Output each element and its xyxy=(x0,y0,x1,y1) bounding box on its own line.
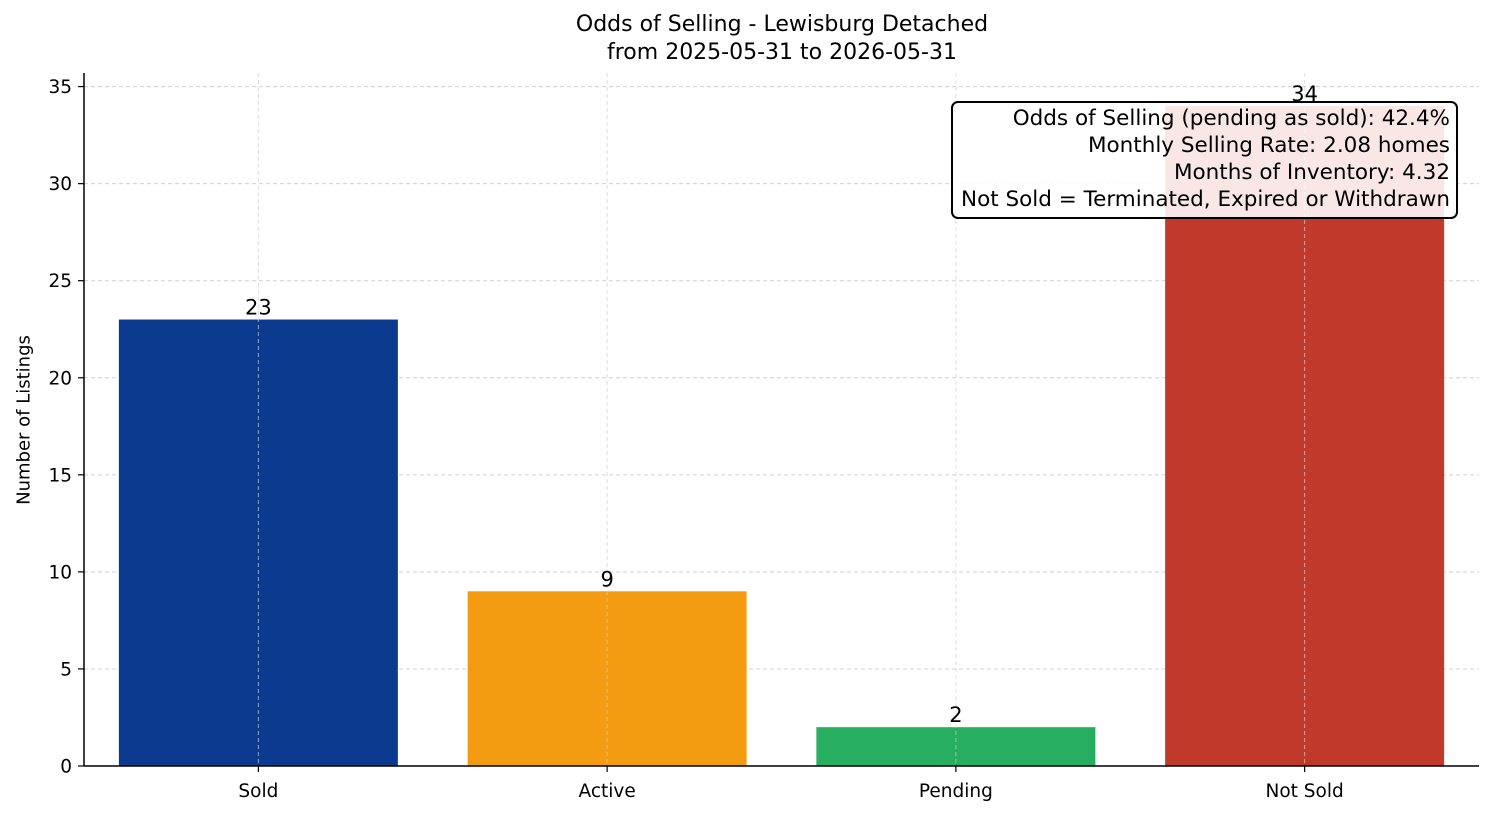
annotation-odds-of-selling: Odds of Selling (pending as sold): 42.4% xyxy=(1012,106,1450,131)
chart-title: Odds of Selling - Lewisburg Detached fro… xyxy=(0,11,1494,67)
stats-annotation-box: Odds of Selling (pending as sold): 42.4%… xyxy=(951,101,1458,219)
x-tick-label: Pending xyxy=(919,781,993,802)
bar-value-label: 2 xyxy=(949,703,962,727)
x-tick-label: Sold xyxy=(238,781,278,802)
x-tick-label: Not Sold xyxy=(1266,781,1344,802)
y-tick-label: 10 xyxy=(48,562,72,583)
y-tick-label: 35 xyxy=(48,77,72,98)
y-tick-label: 20 xyxy=(48,368,72,389)
y-tick-label: 5 xyxy=(60,659,72,680)
chart-title-line-1: Odds of Selling - Lewisburg Detached xyxy=(575,12,989,37)
bar-value-label: 9 xyxy=(600,567,613,591)
y-tick-label: 25 xyxy=(48,271,72,292)
axes: 0 5 10 15 20 25 30 35 Sold Active Pending Not Sold xyxy=(48,73,1479,802)
y-tick-label: 15 xyxy=(48,465,72,486)
chart-title-line-2: from 2025-05-31 to 2026-05-31 xyxy=(607,40,957,65)
y-tick-label: 30 xyxy=(48,174,72,195)
annotation-months-of-inventory: Months of Inventory: 4.32 xyxy=(1173,160,1450,185)
annotation-not-sold-definition: Not Sold = Terminated, Expired or Withdr… xyxy=(961,187,1450,212)
x-tick-label: Active xyxy=(579,781,636,802)
bar-value-label: 23 xyxy=(245,296,272,320)
y-tick-label: 0 xyxy=(60,757,72,778)
annotation-monthly-selling-rate: Monthly Selling Rate: 2.08 homes xyxy=(1087,133,1450,158)
